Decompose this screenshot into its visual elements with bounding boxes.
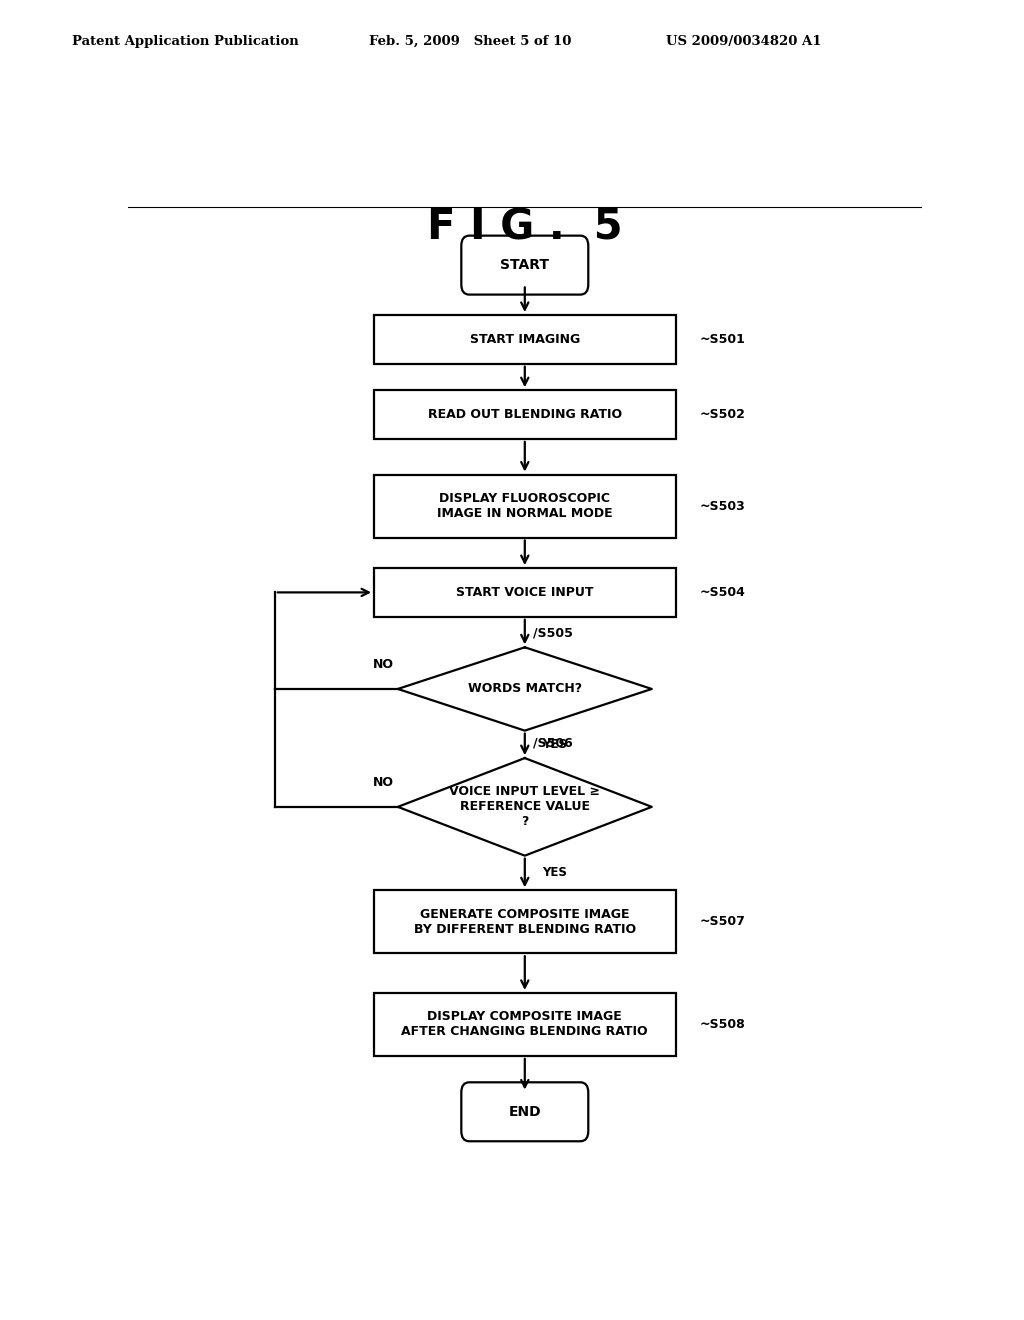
Bar: [374, 474, 676, 537]
Text: ~S501: ~S501: [699, 333, 745, 346]
Text: READ OUT BLENDING RATIO: READ OUT BLENDING RATIO: [428, 408, 622, 421]
Text: START IMAGING: START IMAGING: [470, 333, 580, 346]
Bar: [374, 391, 676, 440]
FancyBboxPatch shape: [461, 236, 588, 294]
Text: YES: YES: [543, 866, 567, 879]
Text: START VOICE INPUT: START VOICE INPUT: [456, 586, 594, 599]
Bar: [374, 315, 676, 364]
Text: DISPLAY COMPOSITE IMAGE
AFTER CHANGING BLENDING RATIO: DISPLAY COMPOSITE IMAGE AFTER CHANGING B…: [401, 1010, 648, 1039]
Text: NO: NO: [373, 657, 394, 671]
Text: ~S503: ~S503: [699, 499, 745, 512]
Text: YES: YES: [543, 738, 567, 751]
Text: Patent Application Publication: Patent Application Publication: [72, 34, 298, 48]
Text: Feb. 5, 2009   Sheet 5 of 10: Feb. 5, 2009 Sheet 5 of 10: [369, 34, 571, 48]
Text: /S506: /S506: [532, 737, 572, 750]
Polygon shape: [397, 758, 652, 855]
Text: US 2009/0034820 A1: US 2009/0034820 A1: [666, 34, 821, 48]
Text: ~S508: ~S508: [699, 1018, 745, 1031]
Bar: [374, 568, 676, 616]
Text: NO: NO: [373, 776, 394, 788]
Text: ~S502: ~S502: [699, 408, 745, 421]
Text: /S505: /S505: [532, 626, 572, 639]
Bar: [374, 993, 676, 1056]
Text: END: END: [509, 1105, 541, 1119]
Text: WORDS MATCH?: WORDS MATCH?: [468, 682, 582, 696]
Text: VOICE INPUT LEVEL ≥
REFERENCE VALUE
?: VOICE INPUT LEVEL ≥ REFERENCE VALUE ?: [450, 785, 600, 829]
Text: ~S507: ~S507: [699, 915, 745, 928]
Bar: [374, 890, 676, 953]
Text: START: START: [501, 259, 549, 272]
Text: ~S504: ~S504: [699, 586, 745, 599]
FancyBboxPatch shape: [461, 1082, 588, 1142]
Text: F I G .  5: F I G . 5: [427, 206, 623, 248]
Text: GENERATE COMPOSITE IMAGE
BY DIFFERENT BLENDING RATIO: GENERATE COMPOSITE IMAGE BY DIFFERENT BL…: [414, 908, 636, 936]
Polygon shape: [397, 647, 652, 731]
Text: DISPLAY FLUOROSCOPIC
IMAGE IN NORMAL MODE: DISPLAY FLUOROSCOPIC IMAGE IN NORMAL MOD…: [437, 492, 612, 520]
